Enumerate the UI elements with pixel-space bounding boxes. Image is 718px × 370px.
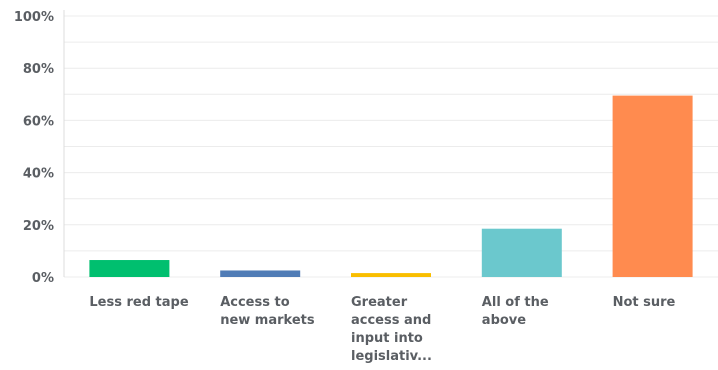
x-category-label-line: All of the — [482, 295, 549, 310]
bar[interactable] — [89, 260, 170, 277]
x-category-label-line: legislativ... — [351, 349, 432, 364]
bar[interactable] — [612, 95, 693, 277]
bar[interactable] — [481, 228, 562, 277]
x-category-label-line: Access to — [220, 295, 290, 310]
x-category-label-line: access and — [351, 313, 431, 328]
x-category-label: Access to new markets — [220, 295, 315, 328]
y-tick-label: 100% — [14, 10, 54, 25]
x-category-label: Greater access and input into legislativ... — [351, 295, 432, 364]
x-category-label: All of the above — [482, 295, 549, 328]
y-tick-label: 40% — [23, 167, 54, 182]
y-tick-label: 20% — [23, 219, 54, 234]
bars — [89, 95, 693, 277]
bar[interactable] — [220, 270, 301, 277]
x-category-label-line: new markets — [220, 313, 315, 328]
y-tick-label: 0% — [32, 271, 54, 286]
x-category-label-line: Less red tape — [89, 295, 188, 310]
y-tick-label: 80% — [23, 62, 54, 77]
x-category-label: Not sure — [613, 295, 676, 310]
x-axis-category-labels: Less red tape Access to new markets Greater… — [89, 295, 675, 364]
bar[interactable] — [351, 273, 431, 277]
grid-lines — [64, 15, 718, 278]
x-category-label-line: Not sure — [613, 295, 676, 310]
y-tick-label: 60% — [23, 114, 54, 129]
x-category-label: Less red tape — [89, 295, 188, 310]
x-category-label-line: Greater — [351, 295, 408, 310]
x-category-label-line: above — [482, 313, 526, 328]
y-axis-tick-labels: 0% 20% 40% 60% 80% 100% — [14, 10, 54, 286]
x-category-label-line: input into — [351, 331, 423, 346]
